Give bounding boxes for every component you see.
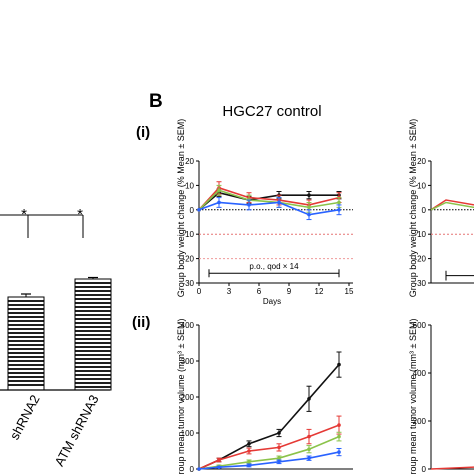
plot-i-series-0-line	[198, 191, 339, 211]
plot-i: -30 -20 -10 0 10 20 0 3 6 9 12 15 p.o., qod × 14	[182, 157, 354, 296]
plot-i-x-tick-label: 0	[197, 287, 202, 296]
plot-i-series-2-point	[217, 188, 221, 193]
plot-ii-series-2-point	[337, 434, 341, 439]
plot-ii-series-3-point	[337, 450, 341, 454]
plot-ii-series-3-point	[197, 467, 201, 471]
significance-star-1: *	[21, 206, 27, 223]
plot-ii-series-2-point	[247, 460, 251, 464]
plot-ii-y-tick-label: 100	[181, 429, 195, 438]
plot-ii-series-1-point	[307, 434, 311, 439]
plot-ii-series-1-line	[198, 424, 340, 470]
y-axis-label-i: Group body weight change (% Mean ± SEM)	[176, 119, 186, 298]
plot-ii-series-3-point	[217, 465, 221, 470]
plot-ii-y-tick-label: 200	[181, 393, 195, 402]
chart-title: HGC27 control	[222, 103, 321, 120]
plot-i-x-tick-label: 12	[315, 287, 324, 296]
plot-i-series-3-point	[277, 200, 281, 205]
plot-ii-series-0-point	[337, 362, 341, 367]
plot-ii-series-2-line	[198, 435, 340, 470]
category-label-atm-shrna3: ATM shRNA3	[52, 392, 102, 468]
x-axis-label-i: Days	[263, 297, 281, 306]
plot-i-x-tick-label: 15	[345, 287, 354, 296]
y-axis-label-right-upper: Group body weight change (% Mean ± SEM)	[408, 119, 418, 298]
bars-group	[7, 276, 112, 391]
y-axis-label-right-lower: Group mean tumor volume (mm³ ± SEM)	[408, 319, 418, 474]
panel-i-label: (i)	[136, 124, 150, 141]
plot-i-series-3-point	[307, 212, 311, 217]
plot-ii-series-1-point	[277, 445, 281, 450]
plot-ii-series-3-point	[307, 456, 311, 461]
plot-i-y-tick-label: -30	[182, 279, 194, 288]
plot-ii-y-tick-label: 400	[181, 321, 195, 330]
plot-i-series-1-line	[198, 186, 340, 211]
plot-right-upper-series-green	[430, 201, 474, 211]
plot-i-series-2-point	[337, 200, 341, 205]
plot-i-series-2-line	[198, 189, 340, 211]
plot-ii-series-0-point	[307, 397, 311, 401]
plot-right-upper-y-tick-label: -10	[414, 230, 426, 239]
plot-ii-series-0-line	[198, 364, 340, 470]
plot-i-y-tick-label: 20	[185, 157, 194, 166]
plot-i-series-3-point	[217, 200, 221, 205]
plot-i-series-2-point	[307, 205, 311, 210]
plot-right-upper-y-tick-label: 0	[422, 206, 427, 215]
plot-ii-series-3-point	[247, 463, 251, 468]
plot-ii-series-1-point	[247, 449, 251, 453]
plot-i-series-3-point	[337, 208, 341, 212]
plot-ii-series-1-point	[337, 423, 341, 427]
panel-ii-label: (ii)	[132, 314, 150, 331]
plot-i-y-tick-label: -10	[182, 230, 194, 239]
plot-right-upper-series-red	[430, 199, 474, 211]
plot-right-upper: -30 -20 -10 0 10 20	[414, 157, 474, 288]
plot-ii-series-0-point	[277, 431, 281, 435]
plot-right-upper-y-tick-label: -30	[414, 279, 426, 288]
plot-right-lower-y-tick-label: 600	[413, 321, 427, 330]
panel-a-bar-chart: * * shRNA2 ATM shRNA3	[0, 206, 112, 469]
plot-right-upper-y-tick-label: 20	[417, 157, 426, 166]
plot-right-lower: 0 200 400 600	[413, 321, 474, 474]
plot-ii-series-3-line	[198, 451, 340, 470]
bar-0	[7, 296, 45, 391]
plot-ii-y-tick-label: 0	[190, 465, 195, 474]
plot-ii-series-0-point	[247, 442, 251, 446]
plot-ii-series-2-point	[307, 447, 311, 452]
plot-ii-series-1-point	[217, 458, 221, 462]
plot-i-x-tick-label: 9	[287, 287, 292, 296]
dosing-label: p.o., qod × 14	[249, 262, 299, 271]
plot-i-series-3-line	[198, 201, 340, 216]
significance-star-2: *	[77, 206, 83, 223]
plot-right-lower-y-tick-label: 200	[413, 417, 427, 426]
category-label-shrna2: shRNA2	[7, 392, 43, 442]
plot-ii-series-2-point	[277, 456, 281, 461]
plot-ii-series-3-point	[277, 460, 281, 464]
plot-right-upper-y-tick-label: -20	[414, 255, 426, 264]
plot-i-y-tick-label: 10	[185, 181, 194, 190]
plot-right-lower-series-red	[430, 466, 474, 470]
plot-right-lower-y-tick-label: 400	[413, 369, 427, 378]
plot-i-series-0-point	[307, 193, 311, 197]
plot-i-series-3-point	[247, 203, 251, 207]
plot-i-series-3-point	[197, 208, 201, 212]
plot-ii: 0 100 200 300 400	[181, 321, 353, 474]
plot-i-x-tick-label: 6	[257, 287, 262, 296]
plot-i-x-tick-label: 3	[227, 287, 232, 296]
plot-right-upper-y-tick-label: 10	[417, 181, 426, 190]
plot-i-y-tick-label: -20	[182, 255, 194, 264]
plot-ii-y-tick-label: 300	[181, 357, 195, 366]
plot-i-y-tick-label: 0	[190, 206, 195, 215]
panel-b-letter: B	[149, 91, 163, 112]
y-axis-label-ii: Group mean tumor volume (mm³ ± SEM)	[176, 319, 186, 474]
plot-right-lower-y-tick-label: 0	[422, 465, 427, 474]
